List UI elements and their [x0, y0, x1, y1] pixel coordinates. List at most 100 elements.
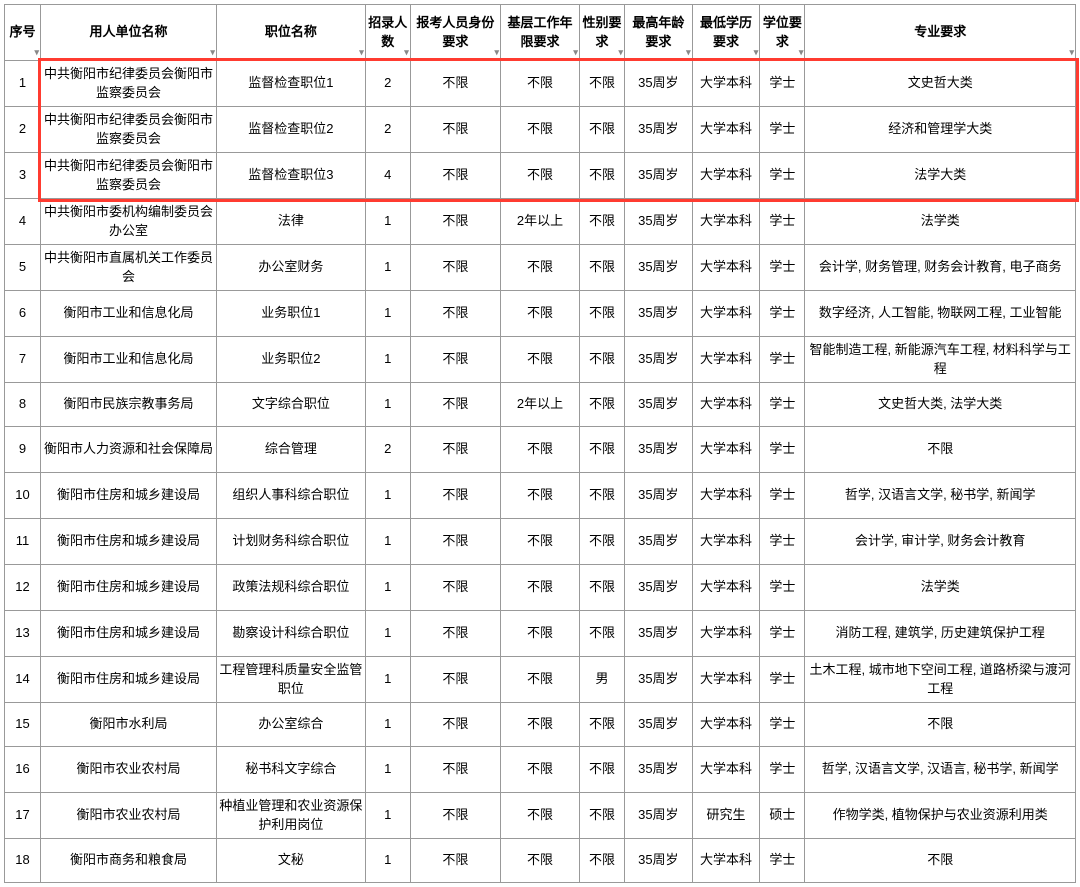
- table-row: 4中共衡阳市委机构编制委员会办公室法律1不限2年以上不限35周岁大学本科学士法学…: [5, 199, 1076, 245]
- cell-post: 工程管理科质量安全监管职位: [216, 657, 365, 703]
- cell-post: 监督检查职位2: [216, 107, 365, 153]
- cell-count: 1: [365, 245, 410, 291]
- cell-degree: 学士: [760, 703, 805, 747]
- header-label: 报考人员身份要求: [416, 15, 494, 48]
- header-major[interactable]: 专业要求 ▾: [805, 5, 1076, 61]
- cell-edu: 大学本科: [692, 839, 760, 883]
- cell-age: 35周岁: [625, 245, 693, 291]
- filter-handle-icon[interactable]: ▾: [35, 46, 40, 59]
- cell-idreq: 不限: [410, 839, 500, 883]
- table-body: 1中共衡阳市纪律委员会衡阳市监察委员会监督检查职位12不限不限不限35周岁大学本…: [5, 61, 1076, 883]
- cell-idreq: 不限: [410, 793, 500, 839]
- cell-major: 法学类: [805, 199, 1076, 245]
- header-idreq[interactable]: 报考人员身份要求▾: [410, 5, 500, 61]
- cell-major: 法学类: [805, 565, 1076, 611]
- cell-grassroots: 不限: [501, 153, 580, 199]
- table-row: 17衡阳市农业农村局种植业管理和农业资源保护利用岗位1不限不限不限35周岁研究生…: [5, 793, 1076, 839]
- filter-handle-icon[interactable]: ▾: [799, 46, 804, 59]
- cell-gender: 不限: [579, 519, 624, 565]
- cell-post: 法律: [216, 199, 365, 245]
- cell-grassroots: 不限: [501, 473, 580, 519]
- header-edu[interactable]: 最低学历要求▾: [692, 5, 760, 61]
- header-employer[interactable]: 用人单位名称▾: [41, 5, 217, 61]
- cell-major: 文史哲大类: [805, 61, 1076, 107]
- header-degree[interactable]: 学位要求▾: [760, 5, 805, 61]
- filter-handle-icon[interactable]: ▾: [686, 46, 691, 59]
- cell-degree: 学士: [760, 747, 805, 793]
- header-label: 性别要求: [582, 15, 621, 48]
- cell-edu: 大学本科: [692, 61, 760, 107]
- cell-edu: 大学本科: [692, 427, 760, 473]
- cell-major: 会计学, 财务管理, 财务会计教育, 电子商务: [805, 245, 1076, 291]
- filter-handle-icon[interactable]: ▾: [404, 46, 409, 59]
- cell-idreq: 不限: [410, 519, 500, 565]
- table-row: 6衡阳市工业和信息化局业务职位11不限不限不限35周岁大学本科学士数字经济, 人…: [5, 291, 1076, 337]
- cell-degree: 硕士: [760, 793, 805, 839]
- cell-gender: 不限: [579, 747, 624, 793]
- filter-handle-icon[interactable]: ▾: [618, 46, 623, 59]
- cell-edu: 大学本科: [692, 245, 760, 291]
- table-head: 序号▾用人单位名称▾职位名称▾招录人数▾报考人员身份要求▾基层工作年限要求▾性别…: [5, 5, 1076, 61]
- cell-seq: 5: [5, 245, 41, 291]
- filter-handle-icon[interactable]: ▾: [210, 46, 215, 59]
- cell-age: 35周岁: [625, 793, 693, 839]
- cell-age: 35周岁: [625, 383, 693, 427]
- cell-gender: 男: [579, 657, 624, 703]
- cell-idreq: 不限: [410, 337, 500, 383]
- cell-gender: 不限: [579, 291, 624, 337]
- cell-gender: 不限: [579, 199, 624, 245]
- header-age[interactable]: 最高年龄要求▾: [625, 5, 693, 61]
- cell-count: 1: [365, 473, 410, 519]
- header-label: 最低学历要求: [700, 15, 752, 48]
- cell-age: 35周岁: [625, 107, 693, 153]
- filter-handle-icon[interactable]: ▾: [494, 46, 499, 59]
- cell-employer: 衡阳市住房和城乡建设局: [41, 611, 217, 657]
- cell-edu: 大学本科: [692, 703, 760, 747]
- table-row: 7衡阳市工业和信息化局业务职位21不限不限不限35周岁大学本科学士智能制造工程,…: [5, 337, 1076, 383]
- recruitment-table: 序号▾用人单位名称▾职位名称▾招录人数▾报考人员身份要求▾基层工作年限要求▾性别…: [4, 4, 1076, 883]
- cell-major: 不限: [805, 427, 1076, 473]
- cell-edu: 大学本科: [692, 291, 760, 337]
- filter-handle-icon[interactable]: ▾: [754, 46, 759, 59]
- cell-gender: 不限: [579, 383, 624, 427]
- cell-age: 35周岁: [625, 657, 693, 703]
- filter-handle-icon[interactable]: ▾: [359, 46, 364, 59]
- cell-gender: 不限: [579, 839, 624, 883]
- table-row: 9衡阳市人力资源和社会保障局综合管理2不限不限不限35周岁大学本科学士不限: [5, 427, 1076, 473]
- cell-seq: 10: [5, 473, 41, 519]
- cell-employer: 中共衡阳市纪律委员会衡阳市监察委员会: [41, 107, 217, 153]
- cell-count: 2: [365, 427, 410, 473]
- cell-post: 计划财务科综合职位: [216, 519, 365, 565]
- filter-handle-icon[interactable]: ▾: [573, 46, 578, 59]
- header-count[interactable]: 招录人数▾: [365, 5, 410, 61]
- filter-handle-icon[interactable]: ▾: [1069, 46, 1074, 59]
- cell-gender: 不限: [579, 473, 624, 519]
- header-seq[interactable]: 序号 ▾: [5, 5, 41, 61]
- cell-grassroots: 不限: [501, 565, 580, 611]
- cell-age: 35周岁: [625, 427, 693, 473]
- cell-degree: 学士: [760, 473, 805, 519]
- header-label: 学位要求: [763, 15, 802, 48]
- header-gender[interactable]: 性别要求▾: [579, 5, 624, 61]
- header-label: 序号: [10, 24, 36, 39]
- cell-grassroots: 2年以上: [501, 199, 580, 245]
- cell-idreq: 不限: [410, 199, 500, 245]
- header-post[interactable]: 职位名称▾: [216, 5, 365, 61]
- table-row: 5中共衡阳市直属机关工作委员会办公室财务1不限不限不限35周岁大学本科学士会计学…: [5, 245, 1076, 291]
- cell-gender: 不限: [579, 793, 624, 839]
- cell-edu: 大学本科: [692, 383, 760, 427]
- cell-post: 种植业管理和农业资源保护利用岗位: [216, 793, 365, 839]
- cell-idreq: 不限: [410, 747, 500, 793]
- cell-grassroots: 不限: [501, 61, 580, 107]
- cell-degree: 学士: [760, 519, 805, 565]
- cell-employer: 中共衡阳市委机构编制委员会办公室: [41, 199, 217, 245]
- cell-age: 35周岁: [625, 153, 693, 199]
- table-row: 3中共衡阳市纪律委员会衡阳市监察委员会监督检查职位34不限不限不限35周岁大学本…: [5, 153, 1076, 199]
- cell-employer: 衡阳市工业和信息化局: [41, 337, 217, 383]
- cell-count: 1: [365, 611, 410, 657]
- header-label: 专业要求: [914, 24, 966, 39]
- cell-seq: 15: [5, 703, 41, 747]
- table-row: 16衡阳市农业农村局秘书科文字综合1不限不限不限35周岁大学本科学士哲学, 汉语…: [5, 747, 1076, 793]
- header-grassroots[interactable]: 基层工作年限要求▾: [501, 5, 580, 61]
- cell-edu: 大学本科: [692, 565, 760, 611]
